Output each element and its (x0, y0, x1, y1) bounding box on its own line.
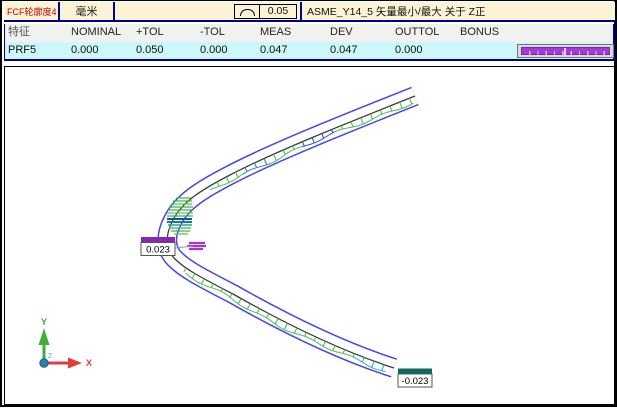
cell-meas: 0.047 (260, 44, 288, 56)
fcf-title: FCF轮廓度4 (7, 6, 57, 17)
col-header-meas: MEAS (260, 26, 292, 38)
table-header-row: 特征 NOMINAL +TOL -TOL MEAS DEV OUTTOL BON… (4, 24, 615, 42)
units-label: 毫米 (75, 6, 98, 18)
tolerance-value-box: 0.05 (260, 3, 297, 19)
col-header-feature: 特征 (8, 26, 30, 38)
col-header-bonus: BONUS (460, 26, 500, 38)
fcf-symbol-cell: 0.05 (115, 2, 302, 20)
col-header-nominal: NOMINAL (71, 26, 122, 38)
cell-nominal: 0.000 (71, 44, 99, 56)
col-header-outtol: OUTTOL (395, 26, 440, 38)
fcf-title-cell: FCF轮廓度4 (4, 2, 60, 20)
cell-feature: PRF5 (8, 44, 37, 56)
cell-minus-tol: 0.000 (200, 44, 228, 56)
units-cell: 毫米 (60, 2, 115, 20)
standard-note: ASME_Y14_5 矢量最小/最大 关于 Z正 (307, 5, 486, 18)
cell-outtol: 0.000 (395, 44, 423, 56)
deviation-bar-center-tick (564, 48, 566, 55)
table-row[interactable]: PRF5 0.000 0.050 0.000 0.047 0.047 0.000 (4, 42, 615, 61)
cell-dev: 0.047 (330, 44, 358, 56)
col-header-plus-tol: +TOL (136, 26, 164, 38)
profile-of-line-icon (234, 3, 260, 19)
arc-glyph (239, 8, 255, 16)
cell-plus-tol: 0.050 (136, 44, 164, 56)
standard-note-cell: ASME_Y14_5 矢量最小/最大 关于 Z正 (302, 2, 615, 20)
col-header-dev: DEV (330, 26, 353, 38)
deviation-bar-graph (517, 44, 614, 58)
col-header-minus-tol: -TOL (200, 26, 225, 38)
report-header-bar: FCF轮廓度4 毫米 0.05 ASME_Y14_5 矢量最小/最大 关于 Z正 (4, 2, 615, 22)
graphics-view (4, 66, 615, 405)
